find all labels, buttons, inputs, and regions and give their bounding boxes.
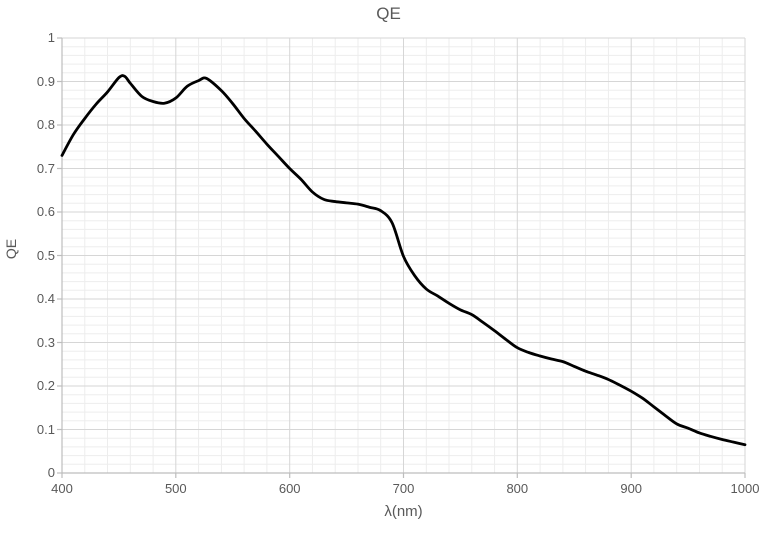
x-tick-label: 1000 [730,481,760,496]
y-tick-label: 0 [47,465,55,480]
x-tick-label: 900 [620,481,643,496]
x-axis-title: λ(nm) [384,503,423,520]
y-tick-label: 0.2 [36,378,55,393]
chart-title: QE [376,4,401,23]
y-tick-label: 1 [47,30,55,45]
x-tick-label: 800 [506,481,529,496]
y-tick-label: 0.7 [36,160,55,176]
x-tick-label: 700 [392,481,415,496]
x-tick-label: 600 [278,481,301,496]
y-tick-label: 0.9 [36,73,55,89]
y-tick-label: 0.6 [36,204,55,219]
y-tick-label: 0.8 [36,117,55,132]
x-tick-label: 400 [51,481,73,496]
y-tick-label: 0.1 [36,421,55,437]
x-tick-label: 500 [164,481,187,496]
y-tick-label: 0.3 [36,334,55,350]
y-tick-label: 0.4 [36,291,55,306]
y-tick-label: 0.5 [36,247,55,263]
qe-curve [60,74,747,447]
